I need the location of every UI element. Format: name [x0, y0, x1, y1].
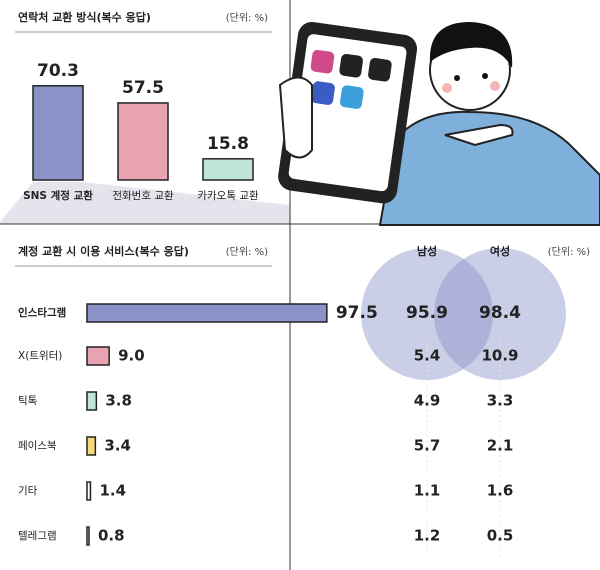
group-value: 1.2 [414, 527, 441, 545]
bar [86, 391, 98, 411]
chart-title: 연락처 교환 방식(복수 응답) [18, 10, 151, 24]
group-value: 98.4 [479, 303, 521, 323]
bar [86, 303, 328, 323]
group-value: 0.5 [487, 527, 514, 545]
bar [117, 102, 169, 181]
unit-label: (단위: %) [226, 11, 268, 24]
value-label: 97.5 [336, 303, 378, 323]
bar [32, 85, 84, 181]
value-label: 3.8 [105, 392, 132, 410]
group-value: 10.9 [481, 347, 518, 365]
group-value: 5.7 [414, 437, 441, 455]
category-label: 틱톡 [18, 395, 38, 407]
column-header: 남성 [417, 244, 437, 258]
value-label: 1.4 [99, 482, 126, 500]
value-label: 70.3 [37, 61, 79, 81]
value-label: 57.5 [122, 78, 164, 98]
group-value: 5.4 [414, 347, 441, 365]
illustration [278, 21, 600, 226]
group-value: 1.6 [487, 482, 514, 500]
category-label: X(트위터) [18, 349, 62, 362]
category-label: 페이스북 [18, 440, 57, 452]
chart-title: 계정 교환 시 이용 서비스(복수 응답) [18, 244, 189, 258]
category-label: 텔레그램 [18, 530, 57, 542]
bar [202, 158, 254, 181]
column-header: 여성 [490, 244, 510, 258]
group-value: 95.9 [406, 303, 448, 323]
bar [86, 436, 97, 456]
value-label: 9.0 [118, 347, 145, 365]
venn-circle [434, 248, 566, 380]
group-value: 3.3 [487, 392, 514, 410]
value-label: 3.4 [104, 437, 131, 455]
category-label: 인스타그램 [18, 306, 66, 319]
bar [86, 481, 92, 501]
category-label: 카카오톡 교환 [197, 190, 259, 202]
bar [86, 346, 110, 366]
venn-circle [361, 248, 493, 380]
bar [86, 526, 90, 546]
unit-label: (단위: %) [548, 245, 590, 258]
group-value: 1.1 [414, 482, 441, 500]
value-label: 15.8 [207, 134, 249, 154]
shadow-decor [0, 182, 290, 224]
category-label: 기타 [18, 485, 38, 497]
group-value: 4.9 [414, 392, 441, 410]
unit-label: (단위: %) [226, 245, 268, 258]
group-value: 2.1 [487, 437, 514, 455]
category-label: 전화번호 교환 [112, 190, 174, 202]
value-label: 0.8 [98, 527, 125, 545]
category-label: SNS 계정 교환 [23, 189, 93, 202]
